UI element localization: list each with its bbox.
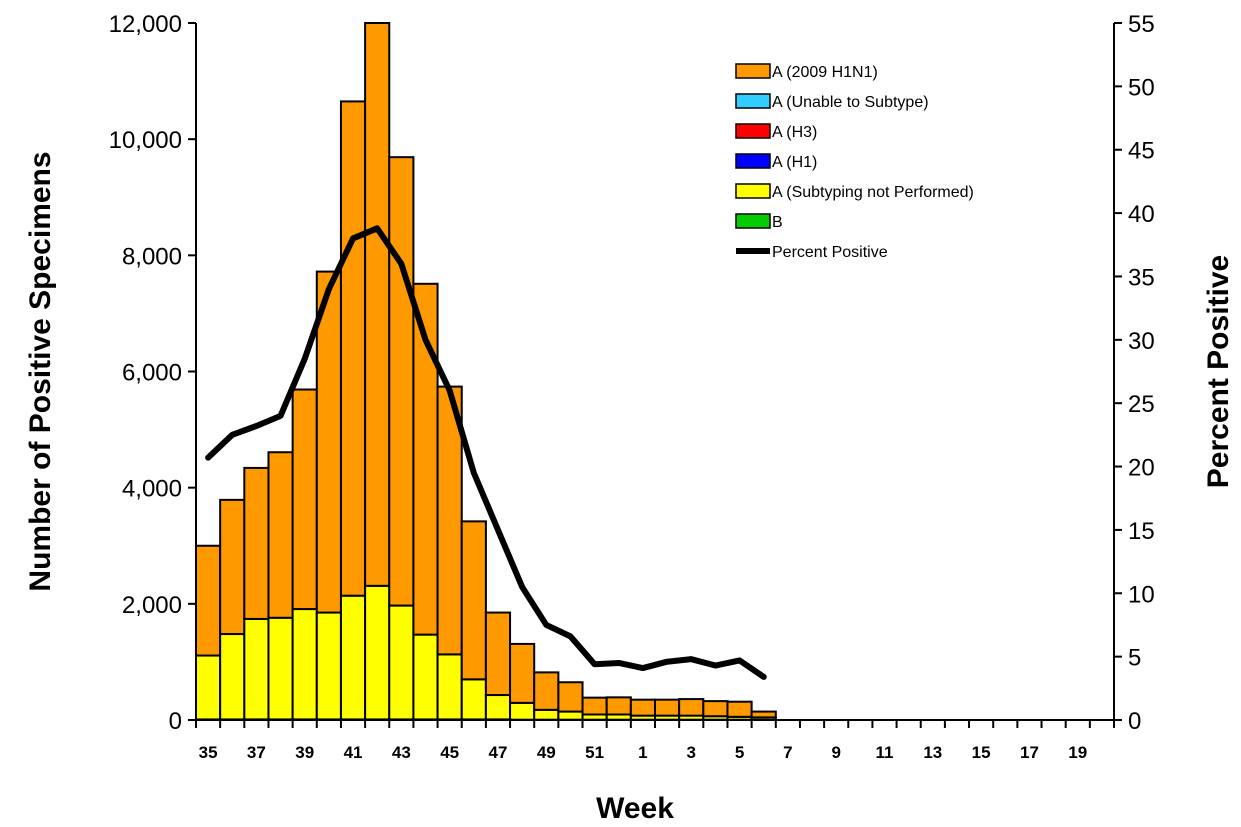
- x-tick-label: 1: [638, 743, 647, 762]
- legend-label: A (Subtyping not Performed): [772, 184, 974, 201]
- bar-2-series-5: [654, 698, 681, 717]
- legend-swatch: [735, 123, 771, 139]
- bar-3-series-5: [678, 698, 705, 717]
- x-tick-label: 11: [876, 743, 894, 762]
- bar-43-series-5: [388, 156, 415, 607]
- legend-swatch: [735, 213, 771, 229]
- x-tick-label: 41: [344, 743, 363, 762]
- bar-49-series-5: [533, 671, 560, 711]
- bar-36-series-1: [219, 633, 246, 721]
- y2-tick-label: 40: [1128, 201, 1155, 228]
- bar-39-series-1: [291, 608, 318, 721]
- x-tick-label: 3: [687, 743, 696, 762]
- x-tick-label: 35: [199, 743, 218, 762]
- x-tick-label: 49: [537, 743, 556, 762]
- bar-48-series-1: [509, 701, 536, 721]
- y2-tick-label: 25: [1128, 391, 1155, 418]
- bar-47-series-1: [484, 694, 512, 721]
- bars-layer: [195, 22, 777, 722]
- x-tick-label: 9: [831, 743, 840, 762]
- bar-41-series-1: [339, 594, 367, 721]
- y2-tick-label: 15: [1128, 518, 1155, 545]
- bar-39-series-5: [291, 388, 318, 611]
- legend-label: Percent Positive: [772, 244, 888, 261]
- legend-swatch: [735, 93, 771, 109]
- bar-37-series-5: [243, 466, 270, 620]
- y-tick-label: 2,000: [122, 592, 182, 619]
- y-tick-label: 4,000: [122, 476, 182, 503]
- y2-tick-label: 0: [1128, 708, 1141, 735]
- percent-positive-line: [205, 225, 767, 680]
- y-axis-title: Number of Positive Specimens: [24, 151, 57, 591]
- legend-label: A (H1): [772, 154, 817, 171]
- bar-45-series-1: [436, 653, 463, 721]
- bar-50-series-1: [557, 710, 584, 721]
- y-tick-label: 10,000: [109, 127, 182, 154]
- y2-tick-label: 5: [1128, 645, 1141, 672]
- x-tick-label: 47: [489, 743, 508, 762]
- x-tick-label: 15: [972, 743, 991, 762]
- x-tick-label: 39: [295, 743, 314, 762]
- bar-1-series-5: [629, 698, 657, 717]
- line-layer: [205, 225, 767, 680]
- bar-40-series-5: [315, 270, 342, 614]
- bar-44-series-1: [412, 633, 439, 721]
- y-tick-label: 8,000: [122, 243, 182, 270]
- legend-swatch: [735, 183, 771, 199]
- y2-tick-label: 30: [1128, 328, 1155, 355]
- y-tick-label: 12,000: [109, 11, 182, 38]
- legend-label: A (Unable to Subtype): [772, 94, 929, 111]
- bar-38-series-5: [267, 451, 294, 619]
- bar-37-series-1: [243, 617, 270, 721]
- bar-49-series-1: [533, 708, 560, 721]
- x-tick-label: 13: [923, 743, 942, 762]
- y2-tick-label: 35: [1128, 264, 1155, 291]
- bar-40-series-1: [315, 611, 342, 721]
- bar-35-series-1: [195, 654, 222, 721]
- y2-tick-label: 20: [1128, 455, 1155, 482]
- y2-axis-title: Percent Positive: [1202, 255, 1235, 488]
- legend-label: A (2009 H1N1): [772, 64, 878, 81]
- bar-41-series-5: [339, 100, 367, 597]
- bar-42-series-5: [364, 22, 391, 587]
- bar-46-series-1: [460, 678, 487, 721]
- bar-43-series-1: [388, 604, 415, 721]
- x-axis-title: Week: [596, 792, 674, 825]
- y-tick-label: 0: [169, 708, 182, 735]
- x-tick-label: 19: [1068, 743, 1087, 762]
- x-tick-label: 45: [440, 743, 459, 762]
- y-tick-label: 6,000: [122, 360, 182, 387]
- y2-tick-label: 55: [1128, 11, 1155, 38]
- x-tick-label: 37: [247, 743, 266, 762]
- legend-swatch: [735, 63, 771, 79]
- axes-layer: 02,0004,0006,0008,00010,00012,0000510152…: [109, 11, 1155, 762]
- bar-42-series-1: [364, 584, 391, 721]
- bar-52-series-5: [605, 696, 632, 716]
- x-tick-label: 5: [735, 743, 744, 762]
- x-tick-label: 43: [392, 743, 411, 762]
- bar-50-series-5: [557, 681, 584, 713]
- bar-4-series-5: [702, 700, 729, 718]
- y2-tick-label: 10: [1128, 581, 1155, 608]
- legend-swatch: [735, 153, 771, 169]
- legend: A (2009 H1N1) A (Unable to Subtype) A (H3)…: [735, 63, 974, 261]
- bar-48-series-5: [509, 642, 536, 704]
- x-tick-label: 51: [585, 743, 604, 762]
- bar-35-series-5: [195, 544, 222, 657]
- legend-label: B: [772, 214, 783, 231]
- x-tick-label: 17: [1020, 743, 1039, 762]
- x-tick-label: 7: [783, 743, 792, 762]
- legend-label: A (H3): [772, 124, 817, 141]
- bar-36-series-5: [219, 498, 246, 636]
- bar-47-series-5: [484, 611, 512, 697]
- bar-51-series-5: [581, 696, 608, 716]
- bar-38-series-1: [267, 616, 294, 721]
- y2-tick-label: 50: [1128, 74, 1155, 101]
- bar-5-series-5: [726, 700, 753, 718]
- bar-46-series-5: [460, 520, 487, 681]
- bar-6-series-5: [750, 710, 777, 719]
- y2-tick-label: 45: [1128, 138, 1155, 165]
